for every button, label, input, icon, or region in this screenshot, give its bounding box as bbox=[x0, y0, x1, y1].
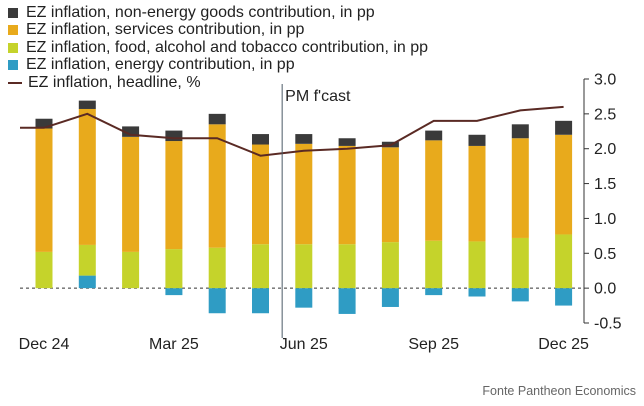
bar-non-energy-goods-contribution-in-pp bbox=[468, 134, 486, 146]
bar-food-alcohol-and-tobacco-contribution-in-pp bbox=[78, 244, 96, 276]
bar-services-contribution-in-pp bbox=[425, 140, 443, 241]
y-tick-label: 3.0 bbox=[594, 72, 616, 89]
y-tick-label: 0.5 bbox=[594, 246, 616, 263]
bar-non-energy-goods-contribution-in-pp bbox=[295, 134, 313, 144]
forecast-label: PM f'cast bbox=[285, 88, 351, 105]
bar-food-alcohol-and-tobacco-contribution-in-pp bbox=[252, 244, 269, 289]
bar-non-energy-goods-contribution-in-pp bbox=[511, 124, 529, 139]
bar-non-energy-goods-contribution-in-pp bbox=[555, 120, 573, 135]
bar-services-contribution-in-pp bbox=[208, 124, 226, 248]
bar-food-alcohol-and-tobacco-contribution-in-pp bbox=[511, 237, 529, 289]
legend-item-services: EZ inflation, services contribution, in … bbox=[8, 21, 428, 40]
bar-energy-contribution-in-pp bbox=[78, 275, 96, 289]
bar-non-energy-goods-contribution-in-pp bbox=[35, 118, 53, 129]
bar-non-energy-goods-contribution-in-pp bbox=[425, 130, 443, 141]
x-tick-label: Mar 25 bbox=[149, 336, 199, 353]
legend-label: EZ inflation, services contribution, in … bbox=[26, 21, 305, 39]
legend-swatch bbox=[8, 42, 18, 53]
bar-food-alcohol-and-tobacco-contribution-in-pp bbox=[338, 244, 356, 289]
legend-swatch bbox=[8, 25, 18, 36]
bar-food-alcohol-and-tobacco-contribution-in-pp bbox=[295, 244, 313, 289]
legend-swatch bbox=[8, 60, 18, 71]
bar-non-energy-goods-contribution-in-pp bbox=[208, 113, 226, 125]
legend: EZ inflation, non-energy goods contribut… bbox=[8, 4, 428, 92]
x-tick-label: Dec 24 bbox=[19, 336, 70, 353]
bar-services-contribution-in-pp bbox=[511, 138, 529, 238]
bar-services-contribution-in-pp bbox=[35, 128, 53, 252]
legend-label: EZ inflation, headline, % bbox=[28, 73, 201, 91]
bar-energy-contribution-in-pp bbox=[468, 288, 486, 297]
y-tick-label: -0.5 bbox=[594, 316, 622, 333]
legend-label: EZ inflation, energy contribution, in pp bbox=[26, 56, 295, 74]
legend-swatch bbox=[8, 81, 22, 84]
bar-services-contribution-in-pp bbox=[252, 144, 269, 245]
bar-services-contribution-in-pp bbox=[381, 147, 399, 243]
x-tick-label: Dec 25 bbox=[538, 336, 589, 353]
bar-non-energy-goods-contribution-in-pp bbox=[165, 130, 183, 142]
y-tick-label: 1.5 bbox=[594, 176, 616, 193]
legend-label: EZ inflation, food, alcohol and tobacco … bbox=[26, 38, 429, 56]
bar-energy-contribution-in-pp bbox=[555, 288, 573, 306]
bar-energy-contribution-in-pp bbox=[208, 288, 226, 314]
bar-non-energy-goods-contribution-in-pp bbox=[78, 100, 96, 109]
bar-food-alcohol-and-tobacco-contribution-in-pp bbox=[555, 234, 573, 289]
bar-non-energy-goods-contribution-in-pp bbox=[338, 138, 356, 146]
bar-food-alcohol-and-tobacco-contribution-in-pp bbox=[425, 240, 443, 289]
legend-item-food: EZ inflation, food, alcohol and tobacco … bbox=[8, 39, 428, 57]
legend-item-headline: EZ inflation, headline, % bbox=[8, 74, 428, 92]
bar-non-energy-goods-contribution-in-pp bbox=[252, 134, 269, 145]
bar-food-alcohol-and-tobacco-contribution-in-pp bbox=[381, 242, 399, 289]
bar-energy-contribution-in-pp bbox=[165, 288, 183, 296]
bar-non-energy-goods-contribution-in-pp bbox=[122, 126, 140, 137]
bar-services-contribution-in-pp bbox=[78, 108, 96, 245]
bar-energy-contribution-in-pp bbox=[511, 288, 529, 302]
bar-food-alcohol-and-tobacco-contribution-in-pp bbox=[468, 241, 486, 289]
y-tick-label: 1.0 bbox=[594, 211, 616, 228]
bar-energy-contribution-in-pp bbox=[381, 288, 399, 307]
bar-food-alcohol-and-tobacco-contribution-in-pp bbox=[208, 247, 226, 289]
bar-services-contribution-in-pp bbox=[468, 145, 486, 242]
legend-swatch bbox=[8, 7, 18, 18]
bar-services-contribution-in-pp bbox=[122, 136, 140, 252]
y-tick-label: 0.0 bbox=[594, 281, 616, 298]
bar-food-alcohol-and-tobacco-contribution-in-pp bbox=[35, 251, 53, 289]
bar-services-contribution-in-pp bbox=[165, 141, 183, 250]
bar-food-alcohol-and-tobacco-contribution-in-pp bbox=[122, 251, 140, 289]
bar-services-contribution-in-pp bbox=[555, 134, 573, 235]
y-tick-label: 2.5 bbox=[594, 106, 616, 123]
bar-energy-contribution-in-pp bbox=[425, 288, 443, 296]
legend-item-energy: EZ inflation, energy contribution, in pp bbox=[8, 56, 428, 75]
bar-services-contribution-in-pp bbox=[295, 143, 313, 245]
x-tick-label: Sep 25 bbox=[408, 336, 459, 353]
bar-energy-contribution-in-pp bbox=[295, 288, 313, 308]
bar-energy-contribution-in-pp bbox=[252, 288, 269, 314]
bar-services-contribution-in-pp bbox=[338, 145, 356, 245]
legend-item-non-energy: EZ inflation, non-energy goods contribut… bbox=[8, 4, 428, 22]
x-tick-label: Jun 25 bbox=[280, 336, 328, 353]
bar-energy-contribution-in-pp bbox=[338, 288, 356, 314]
y-tick-label: 2.0 bbox=[594, 141, 616, 158]
bar-food-alcohol-and-tobacco-contribution-in-pp bbox=[165, 249, 183, 289]
legend-label: EZ inflation, non-energy goods contribut… bbox=[26, 3, 375, 21]
source-note: Fonte Pantheon Economics bbox=[482, 384, 636, 398]
